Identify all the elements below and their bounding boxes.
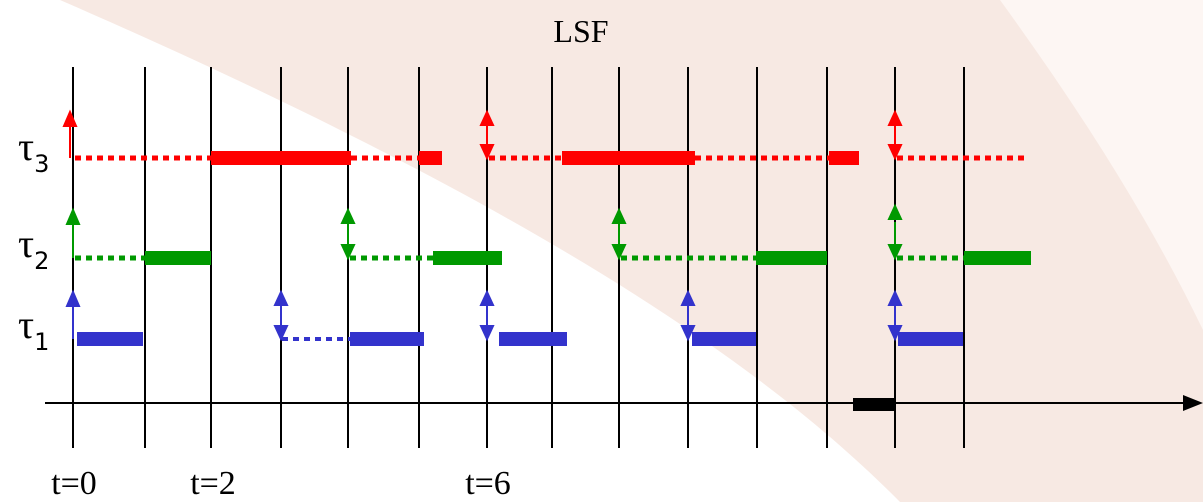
tau2-release-arrow bbox=[887, 203, 903, 220]
task-tau2-row bbox=[65, 203, 1031, 265]
tau3-release-arrow bbox=[479, 109, 495, 126]
tau3-execution bbox=[562, 151, 695, 165]
tau3-execution bbox=[829, 151, 859, 165]
tau2-deadline-arrow bbox=[887, 244, 903, 261]
tau2-deadline-arrow bbox=[340, 244, 356, 261]
tau1-release-arrow bbox=[273, 289, 289, 306]
tau2-execution bbox=[433, 251, 502, 265]
time-axis bbox=[45, 395, 1203, 411]
background-watermark bbox=[60, 0, 1203, 502]
tau2-execution bbox=[756, 251, 827, 265]
tau2-execution bbox=[145, 251, 211, 265]
tau1-execution bbox=[499, 332, 567, 346]
time-labels: t=0 t=2 t=6 bbox=[51, 465, 511, 502]
task-label-tau1: τ1 bbox=[18, 302, 49, 356]
tau1-execution bbox=[77, 332, 143, 346]
task-tau3-row bbox=[62, 109, 1026, 165]
tau3-execution bbox=[211, 151, 351, 165]
task-label-tau2: τ2 bbox=[18, 221, 49, 275]
tau3-deadline-arrow bbox=[887, 144, 903, 161]
tau2-release-arrow bbox=[611, 207, 627, 224]
tau1-execution bbox=[692, 332, 756, 346]
tau1-deadline-arrow bbox=[887, 325, 903, 342]
tau1-execution bbox=[350, 332, 424, 346]
tau1-deadline-arrow bbox=[273, 325, 289, 342]
diagram-title: LSF bbox=[553, 13, 608, 49]
tau1-deadline-arrow bbox=[479, 325, 495, 342]
tau2-deadline-arrow bbox=[611, 244, 627, 261]
tau3-release-arrow bbox=[62, 109, 78, 127]
background-watermark-light bbox=[1000, 0, 1203, 330]
task-label-tau3: τ3 bbox=[18, 124, 49, 178]
idle-block bbox=[853, 398, 896, 411]
tau2-execution bbox=[964, 251, 1031, 265]
tau2-release-arrow bbox=[65, 207, 81, 225]
tau3-execution bbox=[419, 151, 442, 165]
tau1-execution bbox=[898, 332, 963, 346]
time-axis-arrowhead bbox=[1183, 395, 1203, 411]
tau3-release-arrow bbox=[887, 109, 903, 126]
time-label: t=6 bbox=[465, 465, 511, 502]
time-label: t=0 bbox=[51, 465, 97, 502]
tau1-release-arrow bbox=[887, 289, 903, 306]
tau1-deadline-arrow bbox=[680, 325, 696, 342]
tau1-release-arrow bbox=[680, 289, 696, 306]
tau1-release-arrow bbox=[65, 289, 81, 307]
time-label: t=2 bbox=[190, 465, 236, 502]
task-labels: τ3 τ2 τ1 bbox=[18, 124, 49, 356]
tau3-deadline-arrow bbox=[479, 144, 495, 161]
task-tau1-row bbox=[65, 289, 963, 346]
tau2-release-arrow bbox=[340, 207, 356, 224]
tau1-release-arrow bbox=[479, 289, 495, 306]
